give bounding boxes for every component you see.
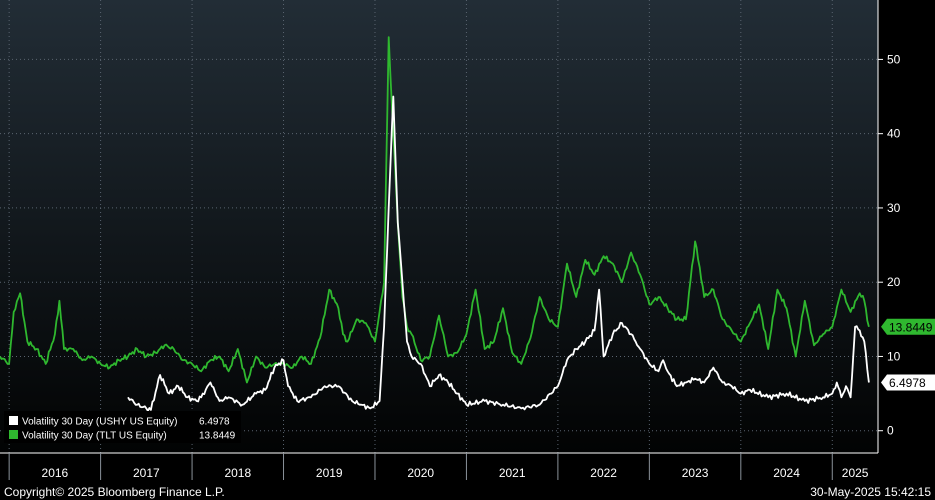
xtick-label-2023: 2023 [682, 466, 709, 480]
copyright-text: Copyright© 2025 Bloomberg Finance L.P. [4, 485, 225, 499]
ytick-label-30: 30 [887, 201, 901, 215]
legend-swatch-tlt [9, 430, 18, 439]
x-axis: 2016 2017 2018 2019 2020 2021 2022 2023 2024 2025 [8, 453, 869, 480]
xtick-label-2024: 2024 [773, 466, 800, 480]
xtick-label-2017: 2017 [133, 466, 160, 480]
legend-swatch-ushy [9, 416, 18, 425]
last-value-badge-tlt [881, 318, 935, 335]
ytick-label-40: 40 [887, 127, 901, 141]
series-line-ushy [127, 95, 870, 412]
ytick-label-20: 20 [887, 275, 901, 289]
xtick-label-2018: 2018 [224, 466, 251, 480]
ytick-label-50: 50 [887, 52, 901, 66]
timestamp-text: 30-May-2025 15:42:15 [810, 485, 931, 499]
xtick-label-2019: 2019 [316, 466, 343, 480]
last-value-label-tlt: 13.8449 [889, 320, 933, 334]
legend: Volatility 30 Day (USHY US Equity) 6.497… [4, 411, 241, 443]
plot-background [0, 0, 878, 453]
last-value-label-ushy: 6.4978 [889, 376, 926, 390]
legend-value-tlt: 13.8449 [199, 431, 236, 442]
ytick-label-10: 10 [887, 349, 901, 363]
ytick-label-0: 0 [887, 424, 894, 438]
legend-value-ushy: 6.4978 [199, 417, 230, 428]
xtick-label-2025: 2025 [842, 466, 869, 480]
series-layer [0, 36, 870, 412]
series-line-tlt [0, 36, 870, 384]
xtick-label-2021: 2021 [499, 466, 526, 480]
xtick-label-2022: 2022 [590, 466, 617, 480]
legend-label-tlt: Volatility 30 Day (TLT US Equity) [22, 431, 167, 442]
last-value-badges: 6.4978 13.8449 [881, 318, 935, 391]
xtick-label-2016: 2016 [42, 466, 69, 480]
last-value-badge-ushy [881, 374, 935, 391]
legend-box [4, 411, 241, 443]
legend-label-ushy: Volatility 30 Day (USHY US Equity) [22, 417, 177, 428]
xtick-label-2020: 2020 [407, 466, 434, 480]
y-axis: 0 10 20 30 40 50 [878, 52, 901, 438]
